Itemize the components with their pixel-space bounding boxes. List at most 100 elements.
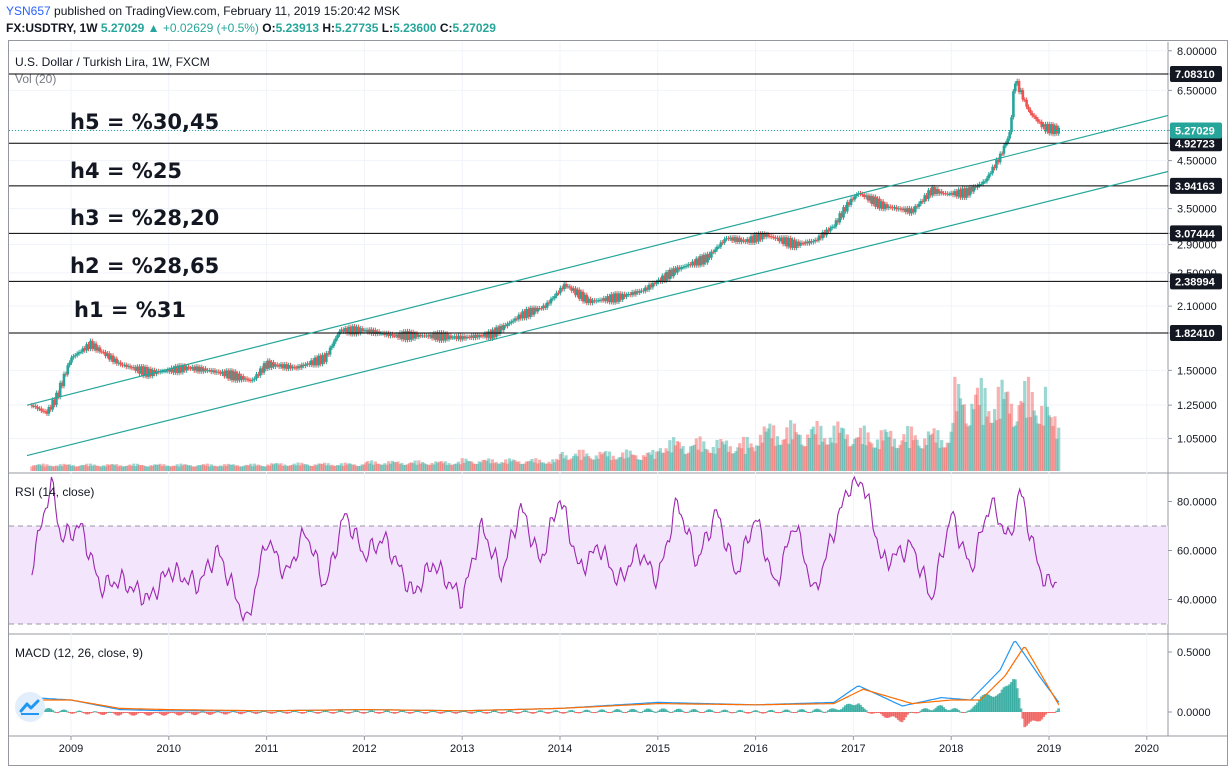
- volume-bar: [536, 463, 540, 471]
- volume-bar: [921, 448, 925, 471]
- volume-bar: [173, 465, 177, 471]
- macd-tick-label: 0.5000: [1177, 647, 1211, 659]
- volume-bar: [385, 464, 389, 471]
- candle-body: [549, 298, 553, 304]
- volume-bar: [141, 465, 145, 471]
- volume-bar: [160, 465, 164, 471]
- tradingview-logo-icon[interactable]: [15, 692, 45, 722]
- macd-histogram-bar: [245, 710, 249, 712]
- volume-bar: [641, 455, 646, 471]
- volume-bar: [879, 430, 883, 471]
- volume-bar: [773, 445, 778, 471]
- macd-histogram-bar: [925, 708, 928, 712]
- volume-bar: [998, 418, 1002, 471]
- volume-bar: [843, 439, 848, 471]
- candle-body: [40, 408, 43, 411]
- volume-bar: [828, 437, 832, 471]
- volume-bar: [709, 452, 713, 471]
- macd-histogram-bar: [200, 711, 204, 713]
- candle-body: [978, 183, 981, 186]
- volume-bar: [726, 451, 730, 471]
- volume-bar: [821, 441, 825, 471]
- candle-body: [970, 187, 974, 192]
- candle-body: [1027, 106, 1030, 110]
- candle-body: [272, 362, 275, 367]
- volume-bar: [724, 440, 729, 471]
- macd-histogram-bar: [187, 712, 190, 713]
- author-link[interactable]: YSN657: [6, 4, 51, 18]
- high-value: 5.27735: [335, 21, 379, 35]
- volume-label: Vol (20): [15, 72, 57, 86]
- volume-bar: [811, 426, 815, 471]
- candle-body: [36, 406, 39, 409]
- volume-bar: [302, 464, 306, 471]
- macd-histogram-bar: [241, 712, 245, 714]
- macd-histogram-bar: [725, 710, 728, 712]
- volume-bar: [687, 452, 691, 471]
- macd-histogram-bar: [755, 710, 759, 712]
- candle-body: [311, 360, 315, 366]
- volume-bar: [713, 453, 717, 471]
- candle-body: [73, 355, 77, 357]
- candle-body: [921, 201, 925, 203]
- volume-bar: [390, 460, 395, 471]
- volume-bar: [987, 411, 991, 471]
- candle-body: [589, 298, 592, 304]
- candle-body: [94, 343, 98, 351]
- volume-bar: [300, 462, 304, 471]
- candle-body: [238, 373, 241, 381]
- volume-bar: [875, 439, 880, 471]
- volume-bar: [817, 444, 821, 471]
- volume-bar: [832, 425, 836, 471]
- volume-bar: [887, 437, 891, 471]
- volume-bar: [951, 422, 955, 471]
- volume-bar: [371, 464, 376, 471]
- candle-body: [787, 237, 791, 247]
- macd-histogram-bar: [434, 711, 438, 713]
- candle-body: [934, 189, 938, 194]
- candle-body: [226, 370, 230, 379]
- chart-frame[interactable]: [8, 40, 1228, 766]
- macd-histogram-bar: [868, 712, 872, 714]
- candle-body: [740, 239, 743, 242]
- macd-histogram-bar: [638, 712, 642, 713]
- candle-body: [432, 333, 436, 339]
- volume-bar: [343, 462, 347, 471]
- macd-histogram-bar: [823, 712, 827, 713]
- candle-body: [98, 347, 102, 352]
- macd-histogram-bar: [560, 712, 564, 714]
- candle-body: [964, 188, 968, 198]
- macd-histogram-bar: [1057, 708, 1061, 712]
- volume-bar: [924, 444, 929, 471]
- candle-body: [470, 335, 473, 338]
- volume-bar: [443, 461, 447, 471]
- volume-bar: [815, 420, 819, 471]
- macd-histogram-bar: [800, 709, 804, 712]
- candle-body: [593, 300, 596, 302]
- macd-histogram-bar: [942, 707, 945, 712]
- candle-body: [315, 357, 319, 366]
- candle-body: [145, 367, 149, 377]
- macd-histogram-bar: [332, 712, 336, 714]
- volume-bar: [651, 449, 655, 471]
- volume-bar: [1013, 425, 1017, 471]
- volume-bar: [564, 455, 568, 471]
- volume-bar: [562, 458, 566, 471]
- candle-body: [717, 246, 721, 248]
- candle-body: [209, 370, 213, 372]
- volume-bar: [207, 466, 211, 471]
- candle-body: [362, 330, 366, 332]
- volume-bar: [81, 464, 85, 471]
- candle-body: [821, 232, 825, 239]
- candle-body: [1010, 117, 1013, 133]
- macd-histogram-bar: [100, 712, 104, 715]
- candle-body: [45, 411, 49, 414]
- macd-histogram-bar: [534, 712, 538, 713]
- macd-histogram-bar: [81, 712, 85, 713]
- volume-bar: [698, 436, 702, 471]
- candle-body: [577, 289, 581, 299]
- annotation-h5: h5 = %30,45: [70, 110, 220, 134]
- candle-body: [710, 251, 713, 258]
- volume-bar: [534, 458, 538, 471]
